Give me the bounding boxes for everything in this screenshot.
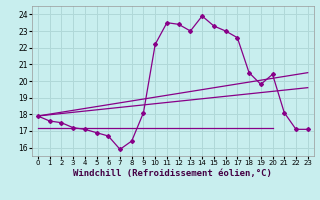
X-axis label: Windchill (Refroidissement éolien,°C): Windchill (Refroidissement éolien,°C): [73, 169, 272, 178]
